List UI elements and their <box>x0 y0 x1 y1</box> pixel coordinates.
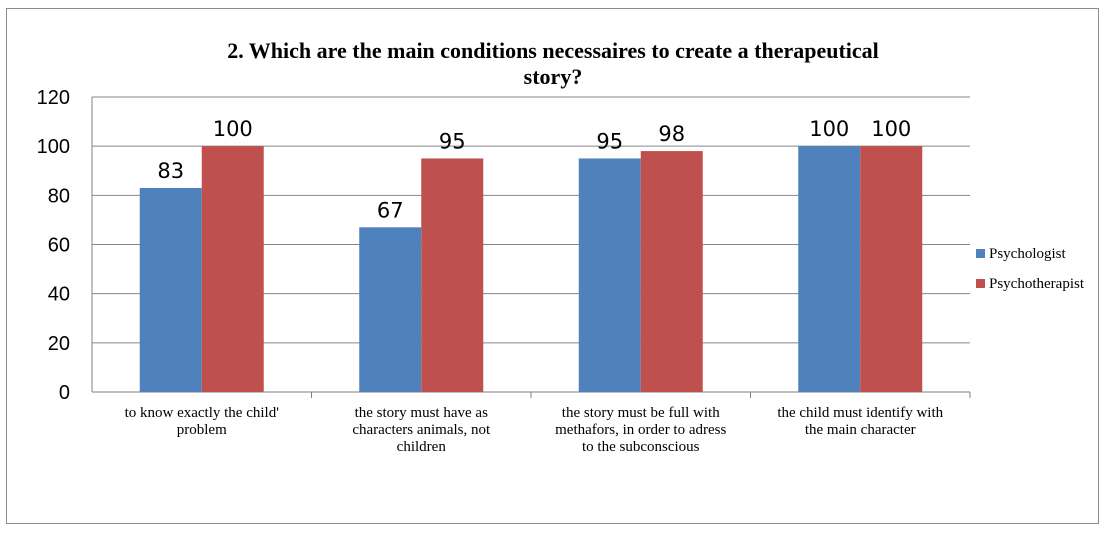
legend-swatch-psychotherapist <box>976 279 985 288</box>
bar-psychotherapist <box>421 158 484 392</box>
bar-psychotherapist <box>201 146 264 392</box>
bar-psychotherapist <box>640 151 703 392</box>
y-tick-label: 100 <box>37 136 70 158</box>
bar-psychologist <box>139 187 202 392</box>
bar-psychotherapist <box>860 146 923 392</box>
data-label: 67 <box>377 198 404 222</box>
category-label: to the subconscious <box>582 439 700 455</box>
legend-swatch-psychologist <box>976 249 985 258</box>
category-label: methafors, in order to adress <box>555 422 726 438</box>
category-label: problem <box>177 422 227 438</box>
data-label: 98 <box>658 122 685 146</box>
data-label: 95 <box>596 129 623 153</box>
chart-title-line-1: 2. Which are the main conditions necessa… <box>227 38 879 63</box>
data-label: 100 <box>809 117 849 141</box>
category-label: the child must identify with <box>777 405 943 421</box>
category-label: to know exactly the child' <box>125 405 280 421</box>
y-tick-label: 80 <box>48 185 70 207</box>
y-tick-label: 0 <box>59 382 70 404</box>
category-label: the main character <box>805 422 916 438</box>
category-label: the story must have as <box>355 405 488 421</box>
y-tick-label: 40 <box>48 284 70 306</box>
legend-label-psychotherapist: Psychotherapist <box>989 276 1085 292</box>
y-axis-ticks: 0 20 40 60 80 100 120 <box>37 87 70 404</box>
bar-psychologist <box>359 227 422 392</box>
data-label: 100 <box>213 117 253 141</box>
data-label: 83 <box>157 159 184 183</box>
y-tick-label: 120 <box>37 87 70 109</box>
legend-label-psychologist: Psychologist <box>989 246 1067 262</box>
chart-title-line-2: story? <box>524 64 583 89</box>
legend: Psychologist Psychotherapist <box>976 246 1085 292</box>
y-tick-label: 60 <box>48 235 70 257</box>
category-label: the story must be full with <box>562 405 720 421</box>
category-label: children <box>397 439 447 455</box>
data-label: 100 <box>871 117 911 141</box>
data-labels: 83 100 67 95 95 98 100 100 <box>157 117 911 222</box>
bar-psychologist <box>578 158 641 392</box>
category-label: characters animals, not <box>352 422 491 438</box>
x-axis-category-labels: to know exactly the child'problem the sto… <box>125 405 944 455</box>
data-label: 95 <box>439 129 466 153</box>
y-tick-label: 20 <box>48 333 70 355</box>
bar-psychologist <box>798 146 861 392</box>
bars <box>139 146 923 392</box>
